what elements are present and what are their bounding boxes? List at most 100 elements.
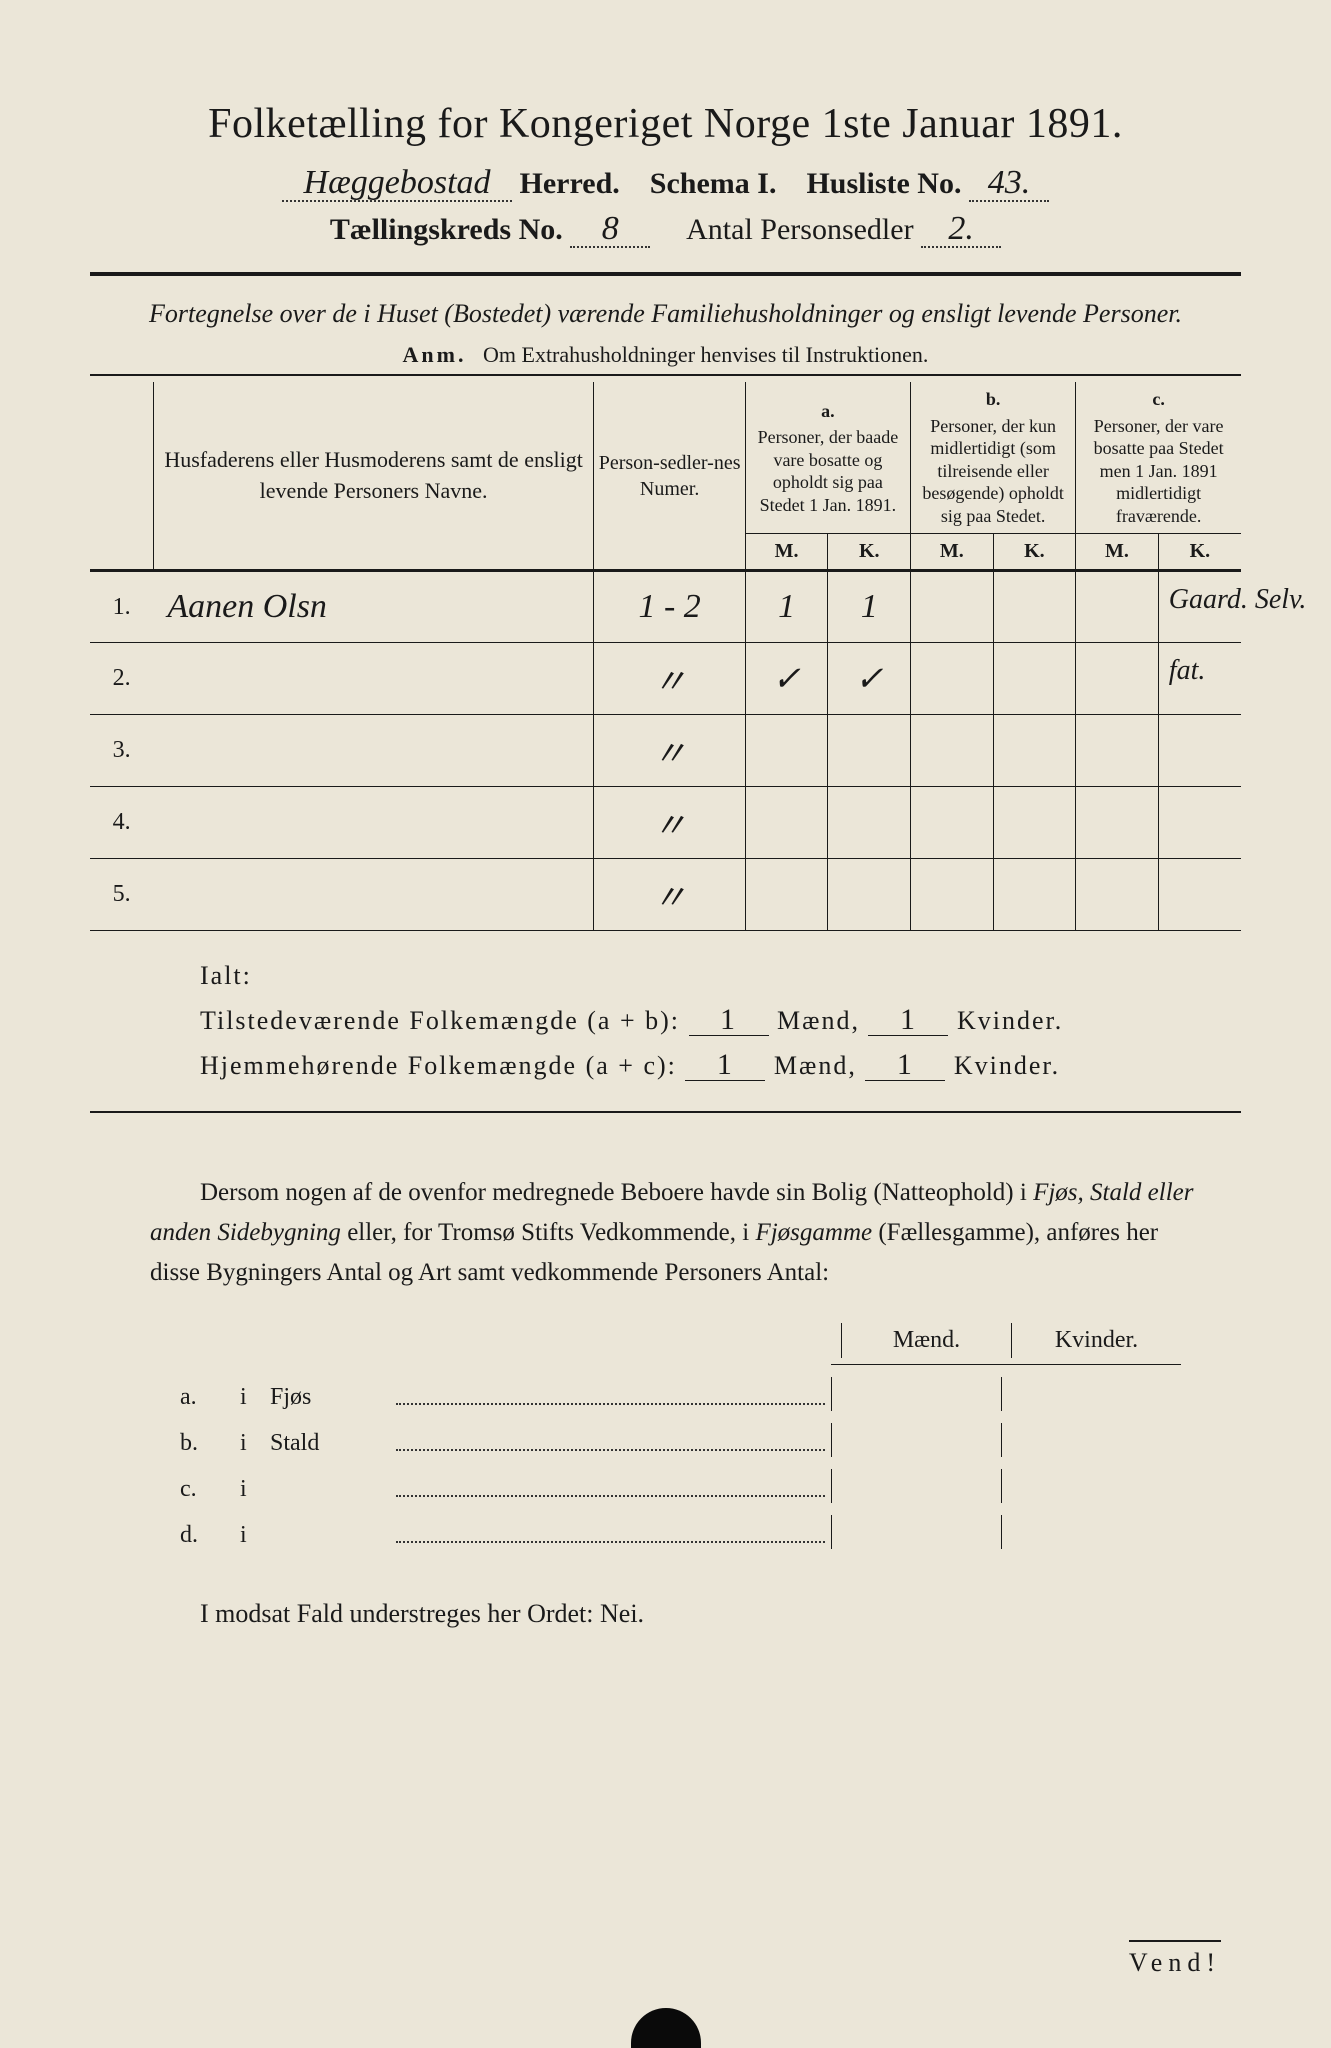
anm-prefix: Anm. [403,342,467,367]
col-group-a: a. Personer, der baade vare bosatte og o… [745,382,910,534]
hjemme-line: Hjemmehørende Folkemængde (a + c): 1 Mæn… [200,1050,1241,1081]
col-b-m: M. [911,534,994,571]
divider-med-2 [90,1111,1241,1113]
row-b-k [993,643,1076,715]
row-number: 5. [90,859,153,931]
out-maend-label: Mænd. [841,1323,1011,1358]
herred-value: Hæggebostad [282,166,512,202]
divider-med [90,374,1241,376]
row-a-k [828,787,911,859]
out-k-cell [1001,1515,1171,1549]
row-b-k [993,571,1076,643]
row-number: 1. [90,571,153,643]
col-a-k: K. [828,534,911,571]
subtitle: Fortegnelse over de i Huset (Bostedet) v… [90,296,1241,332]
col-b-k: K. [993,534,1076,571]
anm-text: Om Extrahusholdninger henvises til Instr… [483,342,928,367]
page-title: Folketælling for Kongeriget Norge 1ste J… [90,100,1241,148]
row-number: 2. [90,643,153,715]
header-line-2: Tællingskreds No. 8 Antal Personsedler 2… [90,212,1241,248]
row-c-m [1076,643,1159,715]
out-k-cell [1001,1469,1171,1503]
row-b-m [911,715,994,787]
col-name-header: Husfaderens eller Husmoderens samt de en… [153,382,594,571]
antal-label: Antal Personsedler [686,213,913,246]
out-m-cell [831,1515,1001,1549]
tilstede-line: Tilstedeværende Folkemængde (a + b): 1 M… [200,1005,1241,1036]
row-c-k: Gaard. Selv. [1158,571,1241,643]
row-numer: 〃 [594,643,745,715]
out-i: i [240,1522,270,1549]
row-b-m [911,787,994,859]
col-c-m: M. [1076,534,1159,571]
outbuilding-row: b.iStald [180,1423,1181,1457]
out-dots [396,1517,825,1543]
header-line-1: Hæggebostad Herred. Schema I. Husliste N… [90,166,1241,202]
col-c-k: K. [1158,534,1241,571]
row-numer: 〃 [594,715,745,787]
husliste-value: 43. [969,166,1049,202]
table-row: 2.〃✓✓fat. [90,643,1241,715]
row-numer: 〃 [594,859,745,931]
row-b-k [993,787,1076,859]
row-c-k [1158,715,1241,787]
out-m-cell [831,1469,1001,1503]
outbuildings-block: Mænd. Kvinder. a.iFjøsb.iStaldc.id.i [180,1323,1181,1549]
ialt-label: Ialt: [200,961,1241,991]
vend-label: Vend! [1129,1940,1221,1978]
row-c-k [1158,859,1241,931]
row-b-m [911,643,994,715]
row-a-k: 1 [828,571,911,643]
row-c-m [1076,859,1159,931]
out-letter: d. [180,1522,240,1549]
outbuildings-header: Mænd. Kvinder. [831,1323,1181,1365]
punch-hole [631,2008,701,2048]
col-group-b: b. Personer, der kun midlertidigt (som t… [911,382,1076,534]
totals-block: Ialt: Tilstedeværende Folkemængde (a + b… [200,961,1241,1081]
row-name [153,715,594,787]
row-b-k [993,859,1076,931]
outbuilding-row: d.i [180,1515,1181,1549]
schema-label: Schema I. [650,167,777,200]
out-i: i [240,1430,270,1457]
out-i: i [240,1476,270,1503]
antal-value: 2. [921,212,1001,248]
paragraph: Dersom nogen af de ovenfor medregnede Be… [150,1173,1201,1293]
out-letter: a. [180,1384,240,1411]
outbuilding-row: c.i [180,1469,1181,1503]
row-name [153,859,594,931]
row-a-m: ✓ [745,643,828,715]
out-dots [396,1425,825,1451]
out-m-cell [831,1423,1001,1457]
table-row: 5. 〃 [90,859,1241,931]
col-group-c: c. Personer, der vare bosatte paa Stedet… [1076,382,1241,534]
out-dots [396,1379,825,1405]
out-label: Stald [270,1430,390,1457]
out-i: i [240,1384,270,1411]
row-name [153,643,594,715]
nei-line: I modsat Fald understreges her Ordet: Ne… [200,1599,1241,1629]
col-a-m: M. [745,534,828,571]
anm-line: Anm. Om Extrahusholdninger henvises til … [90,342,1241,368]
out-m-cell [831,1377,1001,1411]
row-a-k: ✓ [828,643,911,715]
row-b-k [993,715,1076,787]
out-letter: b. [180,1430,240,1457]
table-row: 4.〃 [90,787,1241,859]
out-dots [396,1471,825,1497]
row-c-k: fat. [1158,643,1241,715]
table-row: 1.Aanen Olsn1 - 211Gaard. Selv. [90,571,1241,643]
row-a-m: 1 [745,571,828,643]
out-k-cell [1001,1423,1171,1457]
row-name: Aanen Olsn [153,571,594,643]
row-a-m [745,859,828,931]
divider-thick [90,272,1241,276]
row-c-k [1158,787,1241,859]
row-a-m [745,787,828,859]
row-numer: 1 - 2 [594,571,745,643]
col-numer-header: Person-sedler-nes Numer. [594,382,745,571]
row-c-m [1076,571,1159,643]
kreds-label: Tællingskreds No. [330,213,563,246]
outbuilding-row: a.iFjøs [180,1377,1181,1411]
row-a-k [828,859,911,931]
